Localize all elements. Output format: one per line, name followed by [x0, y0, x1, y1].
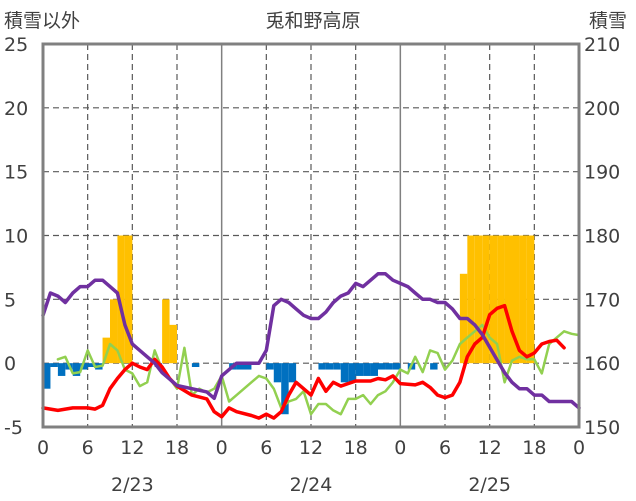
- date-label: 2/23: [111, 474, 154, 496]
- x-tick-label: 6: [82, 437, 94, 459]
- red-line: [41, 303, 566, 420]
- bar-negative: [57, 363, 66, 376]
- bar-negative: [43, 363, 51, 389]
- bar-negative: [266, 363, 274, 370]
- green-line: [56, 323, 581, 416]
- bar-snowfall: [519, 235, 527, 364]
- bar-negative: [244, 363, 252, 370]
- bar-snowfall: [467, 235, 475, 364]
- right-axis-label: 積雪: [589, 10, 627, 32]
- right-tick-label: 180: [584, 226, 620, 248]
- left-tick-label: 0: [4, 353, 16, 375]
- plot-frame: [41, 42, 581, 429]
- x-tick-label: 18: [522, 437, 546, 459]
- bar-negative: [288, 363, 297, 383]
- left-tick-label: 15: [4, 162, 28, 184]
- bar-snowfall: [504, 235, 512, 364]
- right-tick-label: 190: [584, 162, 620, 184]
- chart-title: 兎和野高原: [265, 10, 360, 32]
- bar-negative: [50, 363, 58, 367]
- x-tick-label: 12: [299, 437, 323, 459]
- purple-line-snow-depth: [41, 272, 581, 410]
- x-tick-label: 18: [344, 437, 368, 459]
- bar-snowfall: [102, 337, 110, 364]
- left-tick-label: 25: [4, 34, 28, 56]
- left-tick-label: 20: [4, 98, 28, 120]
- right-tick-label: 170: [584, 289, 620, 311]
- left-tick-label: 5: [4, 289, 16, 311]
- right-tick-label: 200: [584, 98, 620, 120]
- bar-negative: [378, 363, 386, 370]
- left-tick-label: 10: [4, 226, 28, 248]
- bar-snowfall: [124, 235, 133, 364]
- x-tick-label: 0: [573, 437, 585, 459]
- x-tick-label: 0: [37, 437, 49, 459]
- x-tick-label: 0: [216, 437, 228, 459]
- bar-snowfall: [117, 235, 125, 364]
- bar-negative: [430, 363, 438, 370]
- bar-snowfall: [169, 324, 177, 364]
- bar-negative: [281, 363, 289, 415]
- x-tick-label: 12: [478, 437, 502, 459]
- x-axis-ticks: 0 6 12 18 0 6 12 18 0 6 12 18 0: [37, 437, 585, 459]
- bar-negative: [333, 363, 341, 370]
- x-tick-label: 12: [120, 437, 144, 459]
- bar-snowfall: [474, 235, 483, 364]
- bar-negative: [325, 363, 334, 370]
- bar-negative: [385, 363, 393, 370]
- line-series: [41, 272, 581, 420]
- bar-snowfall: [497, 235, 505, 364]
- bar-negative: [363, 363, 371, 376]
- right-tick-label: 210: [584, 34, 620, 56]
- left-axis-ticks: 25 20 15 10 5 0 -5: [4, 34, 28, 439]
- date-label: 2/24: [290, 474, 333, 496]
- date-labels: 2/23 2/24 2/25: [111, 474, 511, 496]
- date-label: 2/25: [468, 474, 511, 496]
- bar-negative: [340, 363, 349, 383]
- bar-negative: [355, 363, 364, 376]
- bar-snowfall: [512, 235, 520, 364]
- bar-negative: [72, 363, 81, 376]
- bar-negative: [236, 363, 244, 370]
- bar-negative: [318, 363, 326, 370]
- bar-snowfall: [110, 299, 118, 364]
- bar-snowfall: [489, 235, 498, 364]
- x-tick-label: 18: [165, 437, 189, 459]
- bar-negative: [273, 363, 282, 383]
- bar-snowfall: [162, 299, 170, 364]
- bar-negative: [370, 363, 378, 376]
- left-tick-label: -5: [4, 417, 23, 439]
- bar-negative: [87, 363, 96, 367]
- bar-snowfall: [526, 235, 535, 364]
- bar-negative: [392, 363, 401, 370]
- x-tick-label: 6: [260, 437, 272, 459]
- right-tick-label: 150: [584, 417, 620, 439]
- x-tick-label: 0: [394, 437, 406, 459]
- right-axis-ticks: 210 200 190 180 170 160 150: [584, 34, 620, 439]
- bar-snowfall: [482, 235, 490, 364]
- bar-series: [43, 235, 535, 415]
- right-tick-label: 160: [584, 353, 620, 375]
- bar-negative: [348, 363, 356, 383]
- x-tick-label: 6: [439, 437, 451, 459]
- bar-negative: [191, 363, 200, 367]
- bar-negative: [80, 363, 88, 370]
- left-axis-label: 積雪以外: [4, 10, 80, 32]
